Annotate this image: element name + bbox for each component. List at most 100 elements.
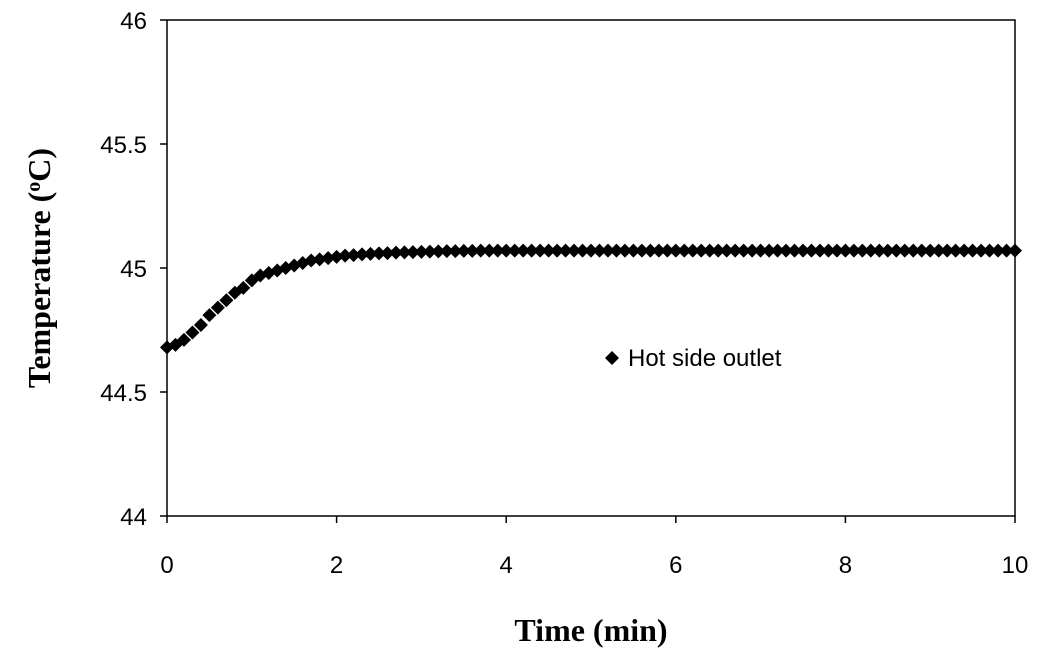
legend-marker-diamond bbox=[605, 351, 619, 365]
data-point bbox=[736, 243, 751, 258]
data-point bbox=[719, 243, 734, 258]
data-point bbox=[829, 243, 844, 258]
data-point bbox=[600, 243, 615, 258]
data-point bbox=[321, 251, 336, 266]
data-point bbox=[728, 243, 743, 258]
data-point bbox=[872, 243, 887, 258]
data-point bbox=[651, 243, 666, 258]
legend: Hot side outlet bbox=[605, 345, 782, 372]
y-tick-label: 44 bbox=[120, 504, 147, 531]
y-axis-title-unit: C) bbox=[21, 148, 57, 182]
data-point bbox=[236, 280, 251, 295]
y-tick-label: 45.5 bbox=[100, 132, 147, 159]
data-point bbox=[660, 243, 675, 258]
data-point bbox=[202, 308, 217, 323]
data-point bbox=[193, 318, 208, 333]
data-point bbox=[490, 243, 505, 258]
x-tick-label: 6 bbox=[669, 552, 682, 579]
data-point bbox=[219, 293, 234, 308]
x-axis: 0 2 4 6 8 10 bbox=[160, 516, 1028, 579]
data-point bbox=[889, 243, 904, 258]
data-point bbox=[838, 243, 853, 258]
data-point bbox=[304, 253, 319, 268]
data-point bbox=[176, 332, 191, 347]
data-point bbox=[185, 325, 200, 340]
data-point bbox=[456, 243, 471, 258]
data-point bbox=[991, 243, 1006, 258]
data-point bbox=[643, 243, 658, 258]
data-point bbox=[397, 245, 412, 260]
x-axis-title: Time (min) bbox=[514, 612, 667, 648]
data-point bbox=[473, 243, 488, 258]
data-point bbox=[677, 243, 692, 258]
data-point bbox=[516, 243, 531, 258]
data-point bbox=[770, 243, 785, 258]
data-point bbox=[974, 243, 989, 258]
data-point bbox=[507, 243, 522, 258]
data-point bbox=[1008, 243, 1022, 258]
x-tick-label: 4 bbox=[500, 552, 513, 579]
data-point bbox=[796, 243, 810, 258]
data-point bbox=[846, 243, 861, 258]
data-point bbox=[329, 249, 344, 264]
data-point bbox=[558, 243, 573, 258]
data-point bbox=[923, 243, 938, 258]
series-hot-side-outlet bbox=[160, 243, 1022, 355]
data-point bbox=[711, 243, 726, 258]
x-tick-label: 8 bbox=[839, 552, 852, 579]
data-point bbox=[948, 243, 963, 258]
data-point bbox=[422, 244, 437, 259]
data-point bbox=[880, 243, 895, 258]
data-point bbox=[575, 243, 590, 258]
data-point bbox=[694, 243, 709, 258]
data-point bbox=[787, 243, 802, 258]
legend-label: Hot side outlet bbox=[628, 345, 782, 372]
data-point bbox=[668, 243, 683, 258]
data-point bbox=[312, 252, 327, 267]
data-point bbox=[812, 243, 827, 258]
y-axis-title-degree: o bbox=[23, 182, 45, 192]
data-point bbox=[541, 243, 556, 258]
y-tick-label: 46 bbox=[120, 8, 147, 35]
plot-area bbox=[166, 19, 1016, 517]
data-point bbox=[363, 246, 378, 261]
data-point bbox=[414, 244, 429, 259]
data-point bbox=[388, 245, 403, 260]
data-point bbox=[626, 243, 641, 258]
y-axis-title: Temperature (oC) bbox=[21, 148, 57, 388]
data-point bbox=[567, 243, 582, 258]
data-point bbox=[338, 248, 353, 263]
data-point bbox=[372, 246, 386, 261]
data-point bbox=[762, 243, 777, 258]
data-point bbox=[210, 300, 225, 315]
data-point bbox=[355, 247, 370, 262]
data-point bbox=[380, 246, 395, 261]
data-point bbox=[431, 244, 446, 259]
data-point bbox=[448, 244, 463, 259]
y-axis: 44 44.5 45 45.5 46 bbox=[100, 8, 167, 531]
x-tick-label: 10 bbox=[1002, 552, 1029, 579]
y-tick-label: 45 bbox=[120, 256, 147, 283]
x-tick-label: 0 bbox=[160, 552, 173, 579]
x-tick-label: 2 bbox=[330, 552, 343, 579]
data-point bbox=[550, 243, 565, 258]
data-point bbox=[592, 243, 607, 258]
data-point bbox=[499, 243, 514, 258]
data-point bbox=[906, 243, 921, 258]
data-point bbox=[897, 243, 912, 258]
data-point bbox=[346, 248, 361, 263]
data-point bbox=[702, 243, 717, 258]
data-point bbox=[634, 243, 649, 258]
data-point bbox=[685, 243, 700, 258]
data-point bbox=[745, 243, 760, 258]
data-point bbox=[482, 243, 497, 258]
data-point bbox=[439, 244, 454, 259]
data-point bbox=[940, 243, 955, 258]
data-point bbox=[965, 243, 980, 258]
data-point bbox=[804, 243, 819, 258]
data-point bbox=[999, 243, 1014, 258]
y-axis-title-main: Temperature ( bbox=[21, 192, 57, 388]
data-point bbox=[617, 243, 632, 258]
data-point bbox=[931, 243, 946, 258]
